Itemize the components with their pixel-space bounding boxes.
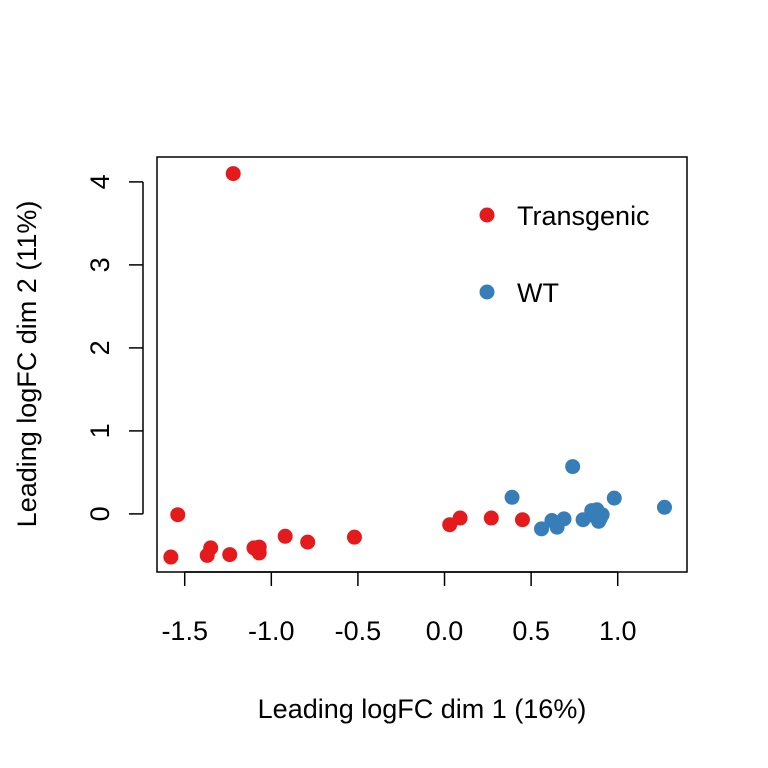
legend-label-wt: WT [517,278,559,308]
point-wt [594,507,610,523]
x-tick-label: -1.5 [161,616,208,646]
y-axis: 0 1 2 3 4 [85,174,144,521]
y-tick-label: 1 [85,423,115,438]
point-wt [565,459,581,475]
point-transgenic [225,166,241,182]
point-transgenic [483,510,499,526]
point-transgenic [277,528,293,544]
point-transgenic [514,512,530,528]
legend-label-transgenic: Transgenic [517,201,650,231]
point-wt [534,521,550,537]
data-points [163,166,672,565]
x-tick-label: -1.0 [248,616,295,646]
y-tick-label: 4 [85,174,115,189]
y-tick-label: 3 [85,257,115,272]
point-wt [606,490,622,506]
point-wt [504,489,520,505]
y-tick-label: 2 [85,340,115,355]
y-axis-title: Leading logFC dim 2 (11%) [12,201,42,528]
point-transgenic [251,545,267,561]
point-wt [556,511,572,527]
legend-marker-transgenic [479,207,495,223]
x-axis-title: Leading logFC dim 1 (16%) [258,694,587,724]
point-transgenic [163,549,179,565]
x-tick-label: 0.0 [426,616,464,646]
point-transgenic [346,529,362,545]
x-tick-label: 0.5 [512,616,550,646]
legend: Transgenic WT [479,201,650,308]
x-tick-label: -0.5 [335,616,382,646]
point-transgenic [222,547,238,563]
x-tick-label: 1.0 [599,616,637,646]
point-transgenic [199,547,215,563]
y-tick-label: 0 [85,506,115,521]
legend-marker-wt [479,284,495,300]
x-axis: -1.5 -1.0 -0.5 0.0 0.5 1.0 [161,571,637,646]
point-transgenic [170,507,186,523]
point-transgenic [300,534,316,550]
point-transgenic [452,510,468,526]
point-wt [656,499,672,515]
